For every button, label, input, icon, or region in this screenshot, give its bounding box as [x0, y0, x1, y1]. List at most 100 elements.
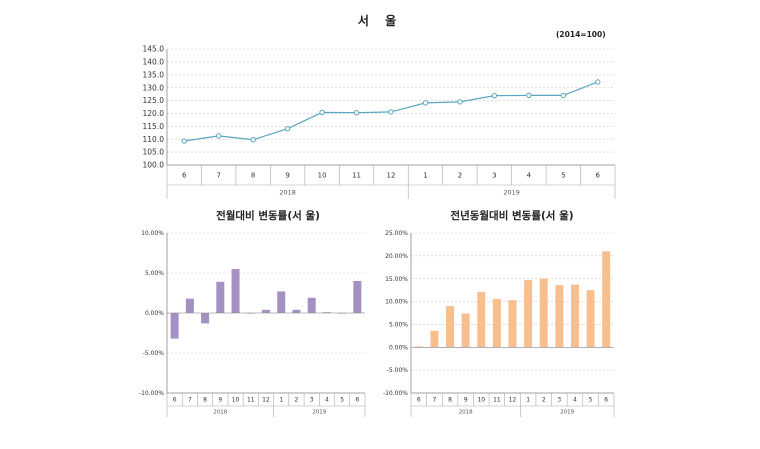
chart1-point: [353, 109, 360, 116]
chart1-point: [388, 109, 394, 115]
chart2-group-label: 2019: [312, 409, 326, 415]
chart1-category-label: 3: [492, 171, 496, 179]
chart1-category-label: 9: [285, 171, 289, 179]
chart2-category-label: 3: [310, 397, 314, 404]
chart1-ytick-label: 115.0: [143, 122, 165, 131]
chart1-subtitle: (2014=100): [556, 30, 606, 39]
chart2-bar: [170, 313, 179, 339]
chart1-ytick-label: 130.0: [143, 83, 165, 92]
chart3-category-label: 8: [448, 397, 452, 404]
chart2-category-label: 6: [355, 397, 359, 404]
chart2-category-label: 7: [188, 397, 192, 404]
chart3-category-label: 2: [542, 397, 546, 404]
chart1-category-label: 7: [216, 171, 220, 179]
chart2-group-label: 2018: [213, 409, 227, 415]
chart2-bar: [201, 313, 210, 324]
chart1-category-label: 8: [251, 171, 255, 179]
chart1-point: [560, 92, 567, 99]
chart1-point: [491, 92, 498, 99]
chart3-ytick-label: -10.00%: [383, 390, 408, 397]
chart1-category-label: 12: [387, 171, 396, 179]
chart3-ytick-label: 5.00%: [389, 322, 408, 329]
chart3-ytick-label: 15.00%: [385, 276, 408, 283]
chart1-category-label: 11: [352, 171, 361, 179]
chart3-ytick-label: 25.00%: [385, 230, 408, 237]
chart1-category-label: 1: [423, 171, 427, 179]
chart2-category-label: 10: [232, 397, 240, 404]
chart3-bar: [570, 284, 579, 348]
chart1-point: [181, 138, 187, 144]
chart3-bar: [477, 291, 486, 348]
chart1-ytick-label: 135.0: [143, 70, 165, 79]
chart1-ytick-label: 120.0: [143, 109, 165, 118]
chart1-ytick-label: 105.0: [143, 148, 165, 157]
chart1-category-label: 4: [527, 171, 532, 179]
chart1-point: [595, 79, 601, 85]
chart2-bar: [292, 309, 301, 313]
chart3-category-label: 7: [433, 397, 437, 404]
chart1-category-label: 6: [182, 171, 187, 179]
chart1-point: [422, 100, 429, 106]
chart2-category-label: 1: [279, 397, 283, 404]
chart3-bar: [492, 298, 501, 348]
chart2-category-label: 9: [218, 397, 222, 404]
chart1-point: [526, 92, 532, 99]
chart1-category-label: 6: [596, 171, 601, 179]
chart2-title: 전월대비 변동률(서 울): [216, 210, 320, 222]
chart3-bar: [555, 285, 564, 348]
chart2-ytick-label: -5.00%: [143, 350, 165, 357]
chart2-bar: [262, 309, 270, 313]
chart3-category-label: 10: [477, 397, 485, 404]
chart3-bar: [602, 251, 611, 348]
chart2-category-label: 8: [203, 397, 207, 404]
chart2-ytick-label: 10.00%: [141, 230, 164, 237]
chart3-bar: [461, 313, 470, 348]
chart3-bar: [414, 346, 423, 348]
chart3-title: 전년동월대비 변동률(서 울): [450, 210, 574, 222]
chart2-category-label: 11: [247, 397, 255, 404]
chart1-point: [250, 137, 256, 143]
chart2-bar: [277, 291, 286, 313]
chart3-group-label: 2019: [560, 409, 574, 415]
chart3-bar: [539, 278, 548, 348]
chart2-ytick-label: 5.00%: [145, 270, 164, 277]
chart3-bar: [508, 300, 517, 348]
chart2-bar: [307, 297, 316, 313]
chart3-bar: [446, 306, 455, 348]
chart2-category-label: 4: [325, 397, 329, 404]
chart2-bar: [322, 312, 331, 313]
chart3-category-label: 6: [417, 397, 421, 404]
chart3-ytick-label: 0.00%: [389, 344, 408, 351]
chart2-category-label: 5: [340, 397, 344, 404]
chart3-category-label: 6: [604, 397, 608, 404]
chart3-ytick-label: 20.00%: [385, 253, 408, 260]
chart1-point: [284, 125, 291, 132]
chart3-bar: [524, 280, 533, 348]
chart1-point: [215, 133, 222, 139]
chart1-point: [319, 109, 325, 116]
chart2-bar: [353, 281, 362, 313]
chart1-title: 서 울: [357, 14, 403, 28]
chart3-category-label: 9: [464, 397, 468, 404]
chart2-bar: [231, 269, 240, 313]
chart3-ytick-label: 10.00%: [385, 299, 408, 306]
chart3-bar: [586, 290, 595, 348]
chart3-group-label: 2018: [459, 409, 473, 415]
chart2-category-label: 2: [295, 397, 299, 404]
chart3-category-label: 12: [509, 397, 517, 404]
chart2-ytick-label: 0.00%: [145, 310, 164, 317]
chart1-category-label: 5: [561, 171, 565, 179]
chart1-category-label: 2: [458, 171, 462, 179]
chart1-group-label: 2019: [503, 188, 520, 196]
chart3-category-label: 11: [493, 397, 501, 404]
chart1-ytick-label: 140.0: [143, 58, 165, 67]
chart1-point: [457, 99, 463, 105]
chart3-bar: [430, 330, 439, 348]
chart2-bar: [216, 281, 225, 313]
chart1-group-label: 2018: [279, 188, 296, 196]
chart1-ytick-label: 100.0: [143, 161, 165, 170]
chart3-category-label: 4: [573, 397, 577, 404]
chart2-category-label: 12: [262, 397, 270, 404]
chart1-ytick-label: 145.0: [143, 45, 165, 54]
